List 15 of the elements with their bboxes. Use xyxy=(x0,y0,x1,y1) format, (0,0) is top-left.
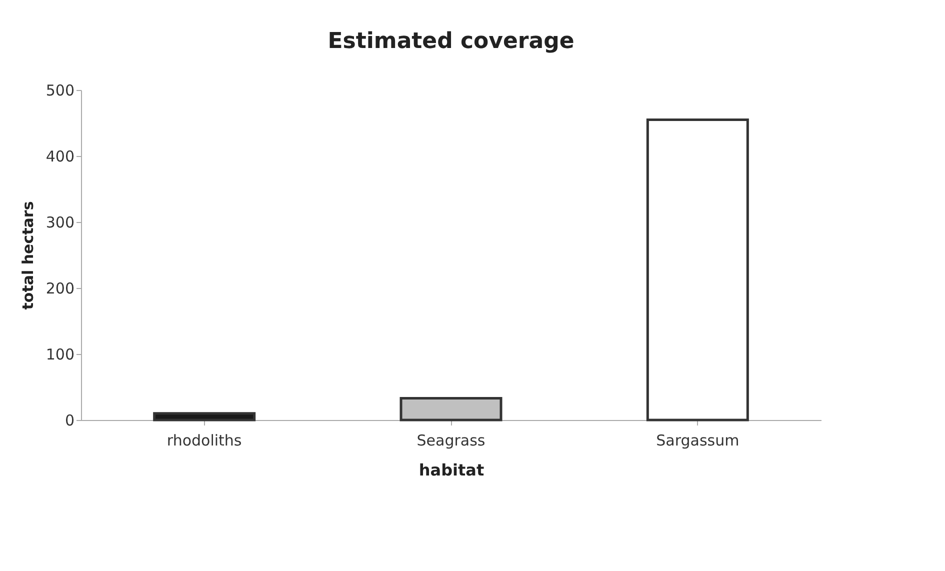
y-tick-label: 100 xyxy=(46,346,74,364)
bar xyxy=(646,118,749,422)
bar xyxy=(153,412,256,422)
y-axis-title: total hectars xyxy=(18,201,37,310)
y-tick-label: 500 xyxy=(46,82,74,100)
bar xyxy=(400,396,502,422)
x-tick-label: Sargassum xyxy=(656,432,740,450)
x-tick-label: Seagrass xyxy=(416,432,486,450)
chart-title: Estimated coverage xyxy=(328,29,574,54)
x-axis-title: habitat xyxy=(418,460,484,480)
x-tick-label: rhodoliths xyxy=(166,432,242,450)
y-tick-label: 0 xyxy=(64,412,74,430)
y-tick-label: 200 xyxy=(46,280,74,298)
y-tick-label: 400 xyxy=(46,148,74,166)
y-tick-label: 300 xyxy=(46,214,74,232)
